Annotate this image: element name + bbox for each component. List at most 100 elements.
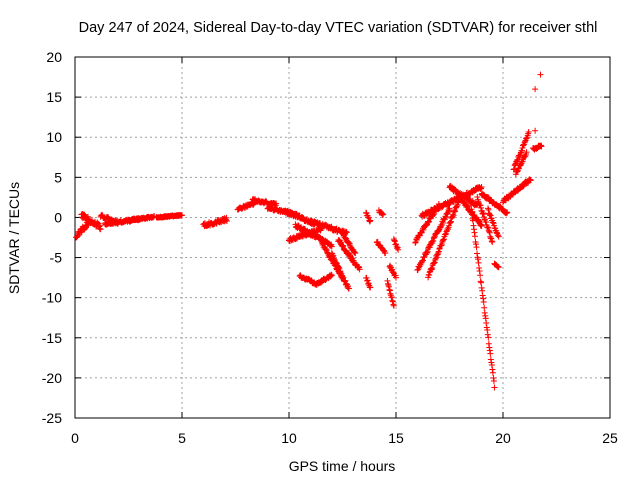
data-point — [380, 211, 387, 218]
data-point — [477, 202, 484, 209]
data-point — [487, 235, 494, 242]
data-point — [273, 200, 280, 207]
data-point — [426, 244, 433, 251]
data-point — [442, 214, 449, 221]
data-point — [436, 245, 443, 252]
data-point — [461, 198, 468, 205]
data-point — [487, 212, 494, 219]
data-point — [395, 246, 402, 253]
data-point — [435, 248, 442, 255]
data-point — [97, 226, 104, 233]
data-point — [459, 195, 466, 202]
data-point — [488, 238, 495, 245]
data-point — [445, 222, 452, 229]
data-point — [179, 212, 185, 219]
x-axis-label: GPS time / hours — [289, 458, 396, 474]
data-point — [512, 161, 519, 168]
data-point — [435, 249, 442, 256]
data-point — [486, 347, 493, 354]
data-point — [473, 241, 480, 248]
data-point — [343, 229, 350, 236]
data-point — [469, 208, 476, 215]
data-point — [513, 158, 520, 165]
data-point — [340, 242, 347, 249]
data-point — [431, 234, 438, 241]
data-point — [470, 226, 477, 233]
data-point — [367, 217, 374, 224]
data-point — [452, 208, 459, 215]
data-point — [367, 284, 374, 291]
data-point — [476, 267, 483, 274]
data-point — [415, 264, 422, 271]
data-point — [471, 233, 478, 240]
data-point — [538, 142, 545, 149]
data-point — [366, 218, 373, 225]
data-point — [484, 224, 491, 231]
data-point — [527, 177, 534, 184]
data-point — [335, 264, 342, 271]
data-point — [447, 219, 454, 226]
x-tick-label: 0 — [71, 430, 79, 446]
data-point — [484, 327, 491, 334]
data-point — [450, 212, 457, 219]
data-point — [478, 284, 485, 291]
data-point — [477, 272, 484, 279]
data-point — [365, 280, 372, 287]
y-tick-label: -15 — [42, 330, 62, 346]
y-tick-label: -25 — [42, 410, 62, 426]
y-tick-label: -10 — [42, 290, 62, 306]
data-point — [518, 147, 525, 154]
data-point — [485, 340, 492, 347]
y-tick-label: 20 — [46, 49, 62, 65]
data-point — [481, 304, 488, 311]
data-point — [333, 259, 340, 266]
y-tick-label: 5 — [54, 169, 62, 185]
data-point — [523, 149, 530, 156]
grid-lines — [75, 57, 610, 418]
data-point — [351, 249, 358, 256]
data-point — [473, 244, 480, 251]
data-point — [490, 219, 497, 226]
data-point — [478, 279, 485, 286]
data-point — [412, 239, 419, 246]
data-point — [503, 209, 510, 216]
data-point — [481, 309, 488, 316]
data-point — [440, 236, 447, 243]
data-point — [428, 265, 435, 272]
x-tick-label: 10 — [281, 430, 297, 446]
data-point — [476, 218, 483, 225]
data-point — [477, 278, 484, 285]
axis-ticks: 0 5 10 15 20 25 20 15 10 5 0 -5 -10 -15 -20 -25 — [42, 49, 618, 446]
data-point — [484, 331, 491, 338]
data-point — [429, 265, 436, 272]
data-point — [432, 255, 439, 262]
data-point — [352, 250, 359, 257]
data-point — [379, 211, 386, 218]
data-point — [327, 272, 334, 279]
data-point — [420, 257, 427, 264]
data-point — [471, 229, 478, 236]
data-point — [345, 285, 352, 292]
data-point — [485, 206, 492, 213]
data-point — [491, 384, 498, 391]
y-tick-label: -20 — [42, 370, 62, 386]
x-tick-label: 20 — [495, 430, 511, 446]
y-axis-label: SDTVAR / TECUs — [6, 182, 22, 294]
data-point — [96, 225, 103, 232]
data-point — [418, 258, 425, 265]
data-point — [474, 193, 481, 200]
data-point — [444, 226, 451, 233]
data-point — [478, 185, 485, 192]
data-point — [517, 161, 524, 168]
y-tick-label: 15 — [46, 89, 62, 105]
data-point — [320, 240, 327, 247]
data-point — [479, 292, 486, 299]
data-point — [426, 272, 433, 279]
data-point — [339, 273, 346, 280]
data-point — [439, 237, 446, 244]
data-point — [486, 344, 493, 351]
y-tick-label: 10 — [46, 129, 62, 145]
data-point — [522, 138, 529, 145]
data-point — [490, 378, 497, 385]
x-tick-label: 5 — [178, 430, 186, 446]
